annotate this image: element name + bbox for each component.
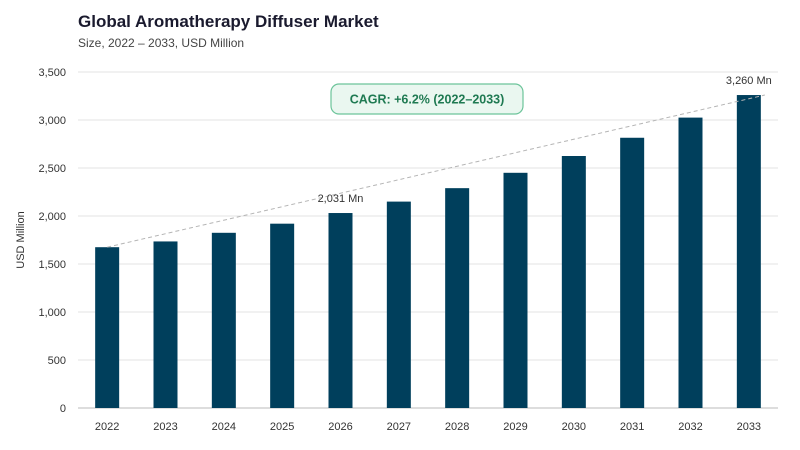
y-tick-label: 500 [48,355,66,367]
chart-title: Global Aromatherapy Diffuser Market [78,12,379,31]
x-tick-label: 2033 [737,421,761,433]
bar-2032 [678,117,703,408]
bar-2027 [386,201,411,408]
x-axis-ticks: 2022 2023 2024 2025 2026 2027 2028 2029 2030 2031… [95,421,761,433]
bar-2028 [445,188,470,408]
data-labels: 2,031 Mn 3,260 Mn [318,75,772,205]
data-label: 3,260 Mn [726,75,772,87]
y-tick-label: 3,500 [38,67,66,79]
bar-2026 [328,213,353,408]
bar-2033 [736,95,761,408]
y-tick-label: 1,500 [38,259,66,271]
trend-line [107,94,765,248]
y-axis-label: USD Million [15,211,27,268]
bar-2025 [270,223,295,408]
x-tick-label: 2026 [328,421,352,433]
x-tick-label: 2027 [387,421,411,433]
y-tick-label: 1,000 [38,307,66,319]
x-tick-label: 2022 [95,421,119,433]
y-tick-label: 3,000 [38,115,66,127]
x-tick-label: 2030 [562,421,586,433]
y-tick-label: 2,000 [38,211,66,223]
cagr-annotation: CAGR: +6.2% (2022–2033) [330,83,524,115]
x-tick-label: 2031 [620,421,644,433]
chart-subtitle: Size, 2022 – 2033, USD Million [78,36,245,50]
cagr-label: CAGR: +6.2% (2022–2033) [350,93,505,107]
data-label: 2,031 Mn [318,193,364,205]
bar-2023 [153,241,178,408]
bar-2031 [620,137,645,408]
bar-2030 [561,156,586,408]
bar-2024 [211,232,236,408]
x-tick-label: 2032 [678,421,702,433]
bar-2029 [503,172,528,408]
cagr-box [330,83,524,115]
y-tick-label: 2,500 [38,163,66,175]
bars [95,95,761,408]
x-tick-label: 2029 [503,421,527,433]
x-tick-label: 2028 [445,421,469,433]
x-tick-label: 2024 [212,421,236,433]
x-tick-label: 2023 [153,421,177,433]
x-tick-label: 2025 [270,421,294,433]
y-axis-ticks: 0 500 1,000 1,500 2,000 2,500 3,000 3,500 [38,67,66,415]
y-tick-label: 0 [60,403,66,415]
bar-2022 [95,247,120,408]
gridlines [78,71,778,409]
